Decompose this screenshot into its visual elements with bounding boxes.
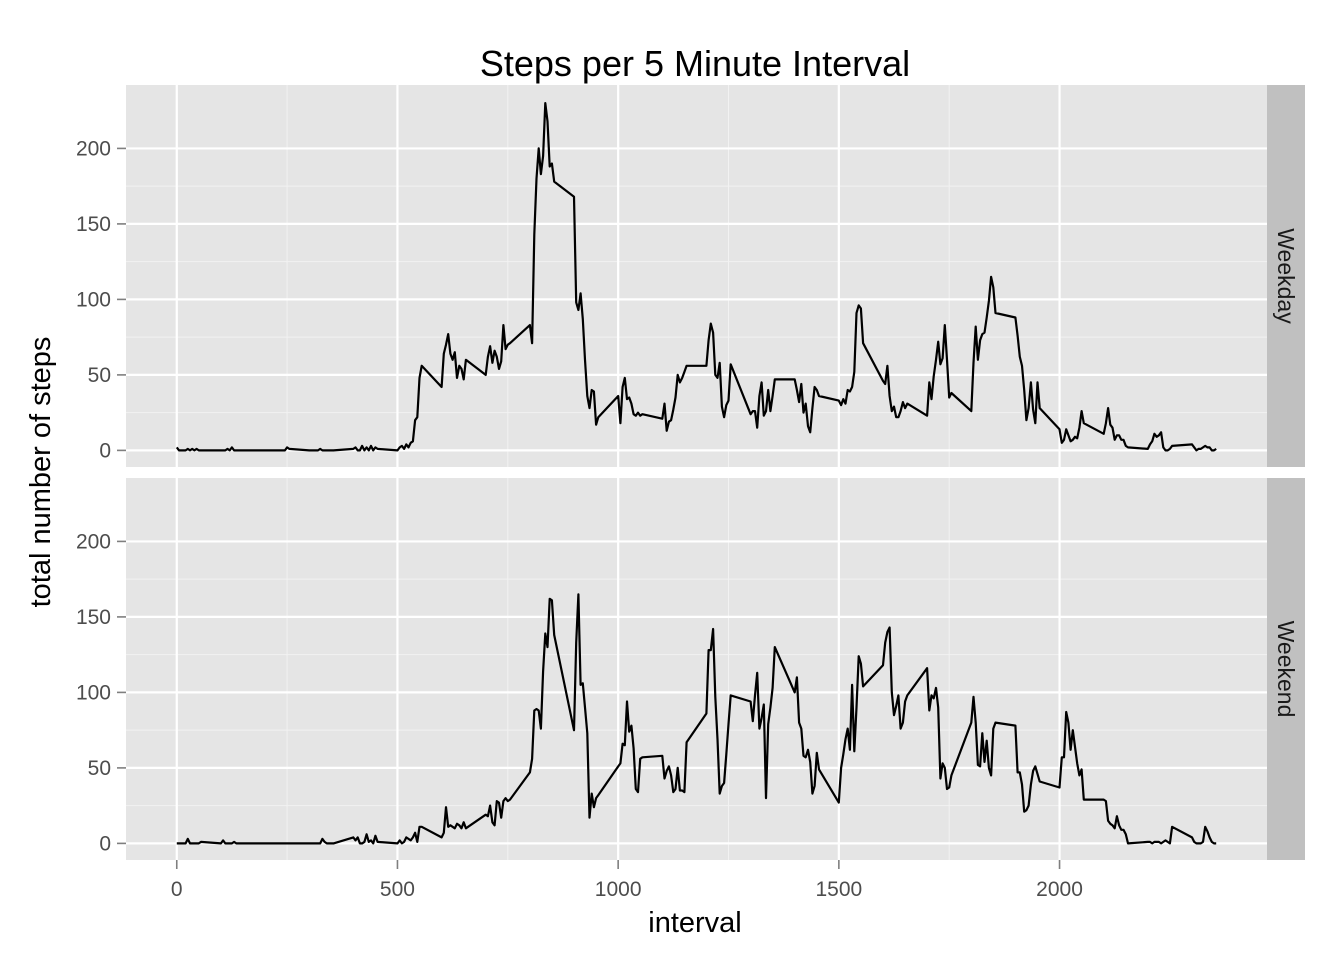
- y-tick-label: 50: [88, 757, 111, 780]
- facet-strip: [1267, 85, 1305, 467]
- series-line-weekday: [175, 102, 1217, 452]
- facet-panel-weekday: 0 50 100 150 200 Weekday: [76, 85, 1305, 467]
- panel-background: [126, 478, 1267, 860]
- y-tick-label: 150: [76, 606, 111, 629]
- y-tick-label: 0: [99, 832, 111, 855]
- facet-panels: 0 50 100 150 200 Weekday 0 50 100 150 200 Weekend: [76, 85, 1305, 860]
- y-tick-label: 150: [76, 213, 111, 236]
- y-tick-label: 100: [76, 681, 111, 704]
- facet-strip: [1267, 478, 1305, 860]
- x-tick-label: 2000: [1036, 878, 1083, 901]
- facet-panel-weekend: 0 50 100 150 200 Weekend: [76, 478, 1305, 860]
- chart-title: Steps per 5 Minute Interval: [480, 43, 910, 84]
- y-axis-title: total number of steps: [25, 337, 57, 608]
- x-axis-title: interval: [648, 907, 742, 939]
- y-tick-label: 200: [76, 530, 111, 553]
- y-tick-label: 100: [76, 288, 111, 311]
- x-tick-label: 1500: [815, 878, 862, 901]
- series-line-weekend: [176, 593, 1217, 845]
- y-tick-label: 200: [76, 137, 111, 160]
- x-tick-label: 500: [380, 878, 415, 901]
- x-tick-label: 1000: [595, 878, 642, 901]
- y-tick-label: 0: [99, 439, 111, 462]
- x-axis: 0 500 1000 1500 2000: [171, 860, 1083, 901]
- panel-background: [126, 85, 1267, 467]
- facet-strip-label: Weekday: [1273, 228, 1299, 324]
- facet-strip-label: Weekend: [1273, 621, 1299, 718]
- y-tick-label: 50: [88, 364, 111, 387]
- x-tick-label: 0: [171, 878, 183, 901]
